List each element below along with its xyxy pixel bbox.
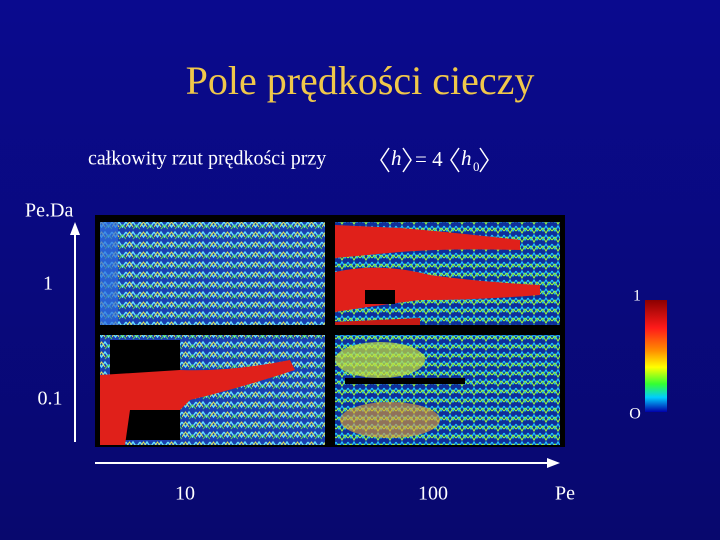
y-axis-label: Pe.Da [25,200,73,222]
flow-stream [340,402,440,438]
flow-field [100,222,325,325]
void [365,290,395,304]
panel-bottom-left [100,335,325,445]
formula-subscript: 0 [473,159,480,174]
formula: h = 4 h 0 [380,146,489,174]
formula-left: h [391,146,402,170]
void [345,378,465,384]
panel-bottom-right [335,335,560,445]
panel-top-right [335,222,560,325]
formula-right: h [461,146,472,170]
arrow-head [547,458,560,468]
y-tick-label: 0.1 [38,388,63,410]
bracket [380,147,390,173]
colorbar-label: 1 [633,288,641,305]
x-tick-label: 10 [175,483,195,505]
bracket [450,147,460,173]
subtitle: całkowity rzut prędkości przy [88,148,326,170]
arrow-head [70,222,80,235]
flow-stream [100,360,295,445]
formula-operator: = 4 [415,147,443,171]
panel-top-left [100,222,325,325]
flow-stream [335,318,420,325]
y-tick-label: 1 [43,273,53,295]
flow-stream [335,342,425,378]
bracket [402,147,412,173]
colorbar [645,300,667,412]
colorbar-label: O [629,406,641,423]
x-tick-label: 100 [418,483,448,505]
flow-field [100,222,118,325]
title: Pole prędkości cieczy [186,58,535,103]
bracket [479,147,489,173]
flow-stream [335,225,520,258]
x-axis-label: Pe [555,483,575,505]
